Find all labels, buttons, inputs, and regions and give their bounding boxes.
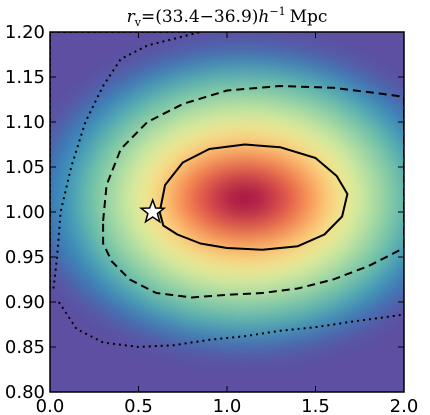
x-tick-label: 1.5 [301,396,330,415]
y-axis: 0.80 0.85 0.90 0.95 1.00 1.05 1.10 1.15 1.20 [5,22,404,403]
contour-middle [102,85,404,299]
y-tick-label: 1.15 [5,67,45,88]
y-tick-label: 0.95 [5,247,45,268]
star-layer [139,197,167,224]
contour-inner [158,143,349,251]
contour-outer-lower [58,301,404,349]
y-tick-label: 1.20 [5,22,45,43]
heatmap-layer-8 [216,178,274,219]
contours [50,32,404,349]
chart-title: rv=(33.4−36.9)h−1 Mpc [127,5,328,29]
title-superscript: −1 [269,5,285,18]
star-marker [139,197,167,224]
title-r: r [127,7,136,27]
title-unit: Mpc [290,7,328,27]
y-tick-label: 0.85 [5,337,45,358]
x-tick-label: 2.0 [390,396,419,415]
y-tick-label: 1.05 [5,157,45,178]
x-tick-label: 1.0 [213,396,242,415]
title-range: =(33.4−36.9) [141,7,258,27]
y-tick-label: 0.80 [5,382,45,403]
x-tick-label: 0.0 [36,396,65,415]
x-axis: 0.0 0.5 1.0 1.5 2.0 [36,32,419,415]
heatmap [50,32,404,392]
y-tick-label: 1.10 [5,112,45,133]
y-tick-label: 0.90 [5,292,45,313]
heatmap-layers [50,50,404,347]
title-h: h [258,7,269,27]
y-tick-label: 1.00 [5,202,45,223]
x-tick-label: 0.5 [124,396,153,415]
title-subscript: v [134,16,142,29]
